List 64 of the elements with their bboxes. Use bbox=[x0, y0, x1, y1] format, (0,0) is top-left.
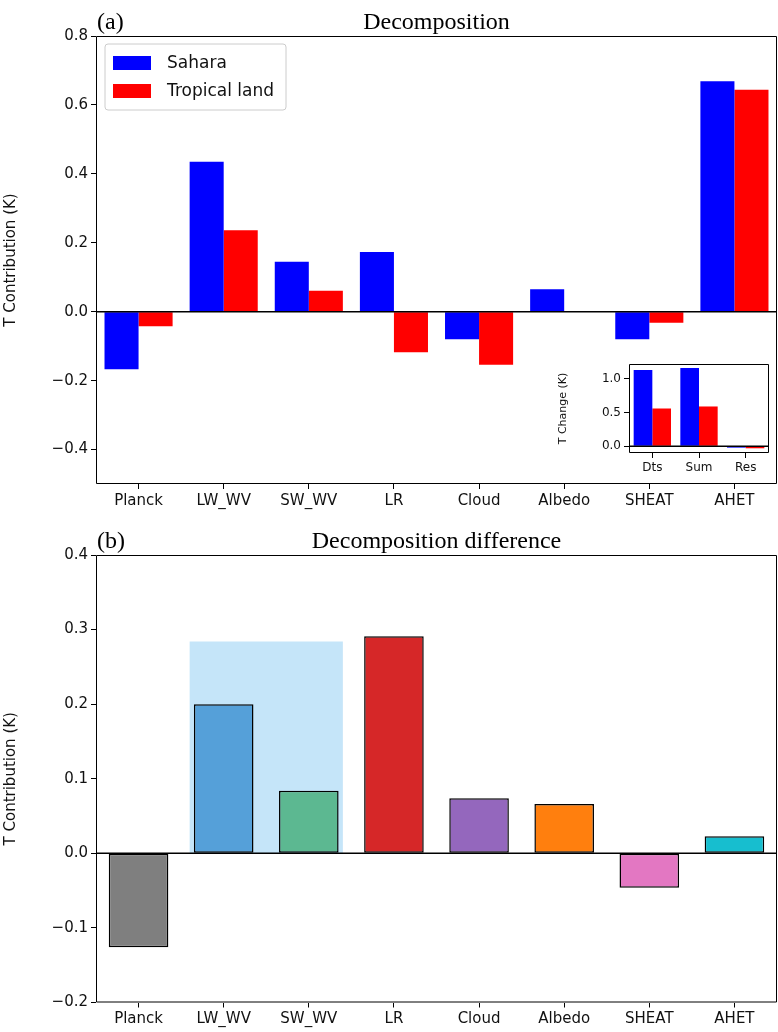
y-tick-label: 0.3 bbox=[64, 619, 88, 638]
bar bbox=[308, 290, 343, 312]
x-tick-label: Sum bbox=[685, 460, 713, 475]
y-tick-label: −0.1 bbox=[51, 917, 88, 936]
bar bbox=[530, 289, 565, 312]
y-tick-label: 0.4 bbox=[64, 163, 88, 182]
y-axis-title: T Contribution (K) bbox=[0, 712, 19, 847]
y-tick-label: 1.0 bbox=[601, 370, 621, 385]
bar bbox=[189, 161, 224, 312]
x-tick-label: Res bbox=[734, 460, 757, 475]
bar bbox=[649, 312, 684, 323]
bar bbox=[274, 261, 309, 312]
bar bbox=[223, 230, 258, 312]
y-tick-label: 0.0 bbox=[64, 301, 88, 320]
bar bbox=[615, 312, 650, 340]
bar bbox=[479, 312, 514, 365]
x-tick-label: SHEAT bbox=[625, 1009, 675, 1028]
x-tick-label: Cloud bbox=[457, 1009, 501, 1028]
bar bbox=[359, 252, 394, 312]
x-tick-label: SHEAT bbox=[625, 490, 675, 509]
text: (b) bbox=[97, 527, 125, 554]
bar bbox=[393, 312, 428, 353]
x-tick-label: LW_WV bbox=[196, 1009, 252, 1029]
chart-title: Decomposition bbox=[363, 8, 510, 35]
x-tick-label: Planck bbox=[114, 490, 164, 509]
x-tick-label: Albedo bbox=[538, 1009, 591, 1028]
y-tick-label: −0.2 bbox=[51, 370, 88, 389]
y-tick-label: −0.4 bbox=[51, 439, 88, 458]
y-axis-title: T Contribution (K) bbox=[0, 193, 19, 328]
bar bbox=[104, 312, 139, 370]
legend-label: Tropical land bbox=[166, 80, 275, 101]
bar bbox=[445, 312, 480, 340]
bar bbox=[700, 81, 735, 312]
bar bbox=[652, 408, 671, 446]
x-tick-label: Dts bbox=[642, 460, 663, 475]
y-tick-label: 0.8 bbox=[64, 25, 88, 44]
y-tick-label: 0.5 bbox=[601, 404, 621, 419]
y-tick-label: 0.0 bbox=[64, 843, 88, 862]
x-tick-label: AHET bbox=[714, 1009, 756, 1028]
x-tick-label: Planck bbox=[114, 1009, 164, 1028]
x-tick-label: SW_WV bbox=[280, 1009, 339, 1029]
x-tick-label: Cloud bbox=[457, 490, 501, 509]
x-tick-label: LR bbox=[384, 1009, 404, 1028]
y-tick-label: −0.2 bbox=[51, 992, 88, 1011]
x-tick-label: LR bbox=[384, 490, 404, 509]
y-tick-label: 0.4 bbox=[64, 544, 88, 563]
x-tick-label: SW_WV bbox=[280, 490, 339, 510]
bar bbox=[633, 370, 653, 446]
y-axis-title: T Change (K) bbox=[556, 372, 570, 446]
chart-title: Decomposition difference bbox=[311, 527, 562, 554]
y-tick-label: 0.0 bbox=[601, 438, 621, 453]
legend-label: Sahara bbox=[167, 52, 227, 73]
bar bbox=[699, 406, 718, 446]
y-tick-label: 0.2 bbox=[64, 694, 88, 713]
text: (a) bbox=[97, 8, 124, 35]
y-tick-label: 0.6 bbox=[64, 94, 88, 113]
bar bbox=[734, 89, 769, 312]
x-tick-label: Albedo bbox=[538, 490, 591, 509]
bar bbox=[680, 368, 699, 446]
x-tick-label: LW_WV bbox=[196, 490, 252, 510]
y-tick-label: 0.1 bbox=[64, 768, 88, 787]
x-tick-label: AHET bbox=[714, 490, 756, 509]
y-tick-label: 0.2 bbox=[64, 232, 88, 251]
bar bbox=[138, 312, 173, 327]
